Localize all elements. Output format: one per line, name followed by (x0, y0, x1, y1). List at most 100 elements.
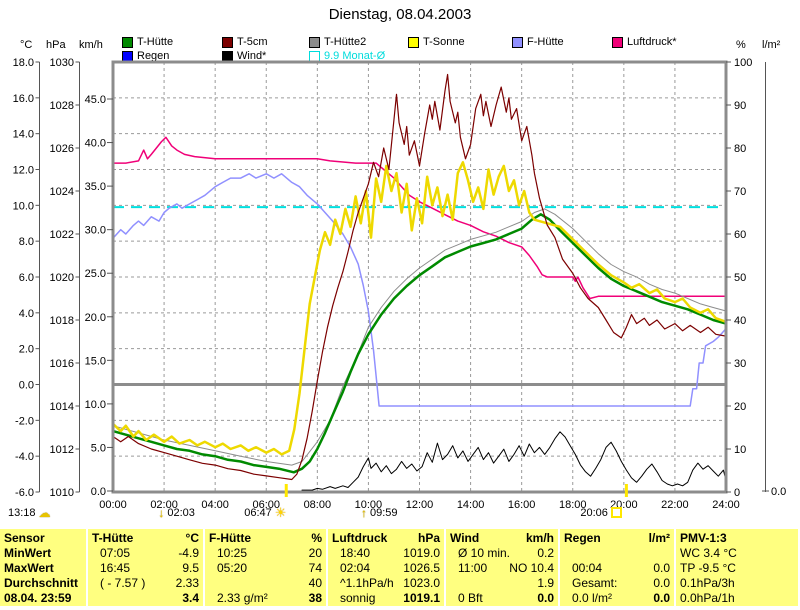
table-data-row: 07:05 -4.9 (92, 545, 199, 560)
table-data-row: 05:20 74 (209, 560, 322, 575)
hpa-tick-label: 1028 (50, 100, 74, 112)
hpa-tick-label: 1024 (50, 186, 74, 198)
table-data-row: 10:25 20 (209, 545, 322, 560)
cell-left: 05:20 (217, 560, 248, 575)
cell-value: NO 10.4 (509, 560, 554, 575)
cell-value: 1019.0 (403, 545, 440, 560)
legend-color-swatch (222, 36, 233, 48)
x-tick-label: 18:00 (559, 499, 587, 511)
table-column-Luftdruck: Luftdruck hPa 18:40 1019.0 02:04 1026.5 ^1.1hP… (328, 529, 444, 606)
table-data-row: 02:04 1026.5 (332, 560, 440, 575)
table-row-label: Durchschnitt (4, 575, 82, 590)
kmh-tick-label: 45.0 (85, 94, 106, 106)
cell-value: 38 (308, 590, 322, 605)
row-label-text: Durchschnitt (4, 575, 79, 590)
event-marker-09:59: ↑ 09:59 (361, 506, 398, 519)
series-Wind (301, 431, 727, 491)
celsius-tick-label: -2.0 (15, 415, 34, 427)
arrow-down-icon: ↓ (158, 505, 165, 520)
table-column-PMV-1:3: PMV-1:3 WC 3.4 °C TP -9.5 °C 0.1hPa/3h 0.0hP… (676, 529, 798, 606)
table-header-row: Wind km/h (450, 530, 554, 545)
hpa-tick-label: 1020 (50, 272, 74, 284)
table-data-row: 3.4 (92, 590, 199, 605)
cell-left: 16:45 (100, 560, 131, 575)
legend-label: T-Sonne (423, 36, 465, 48)
cell-value: 2.33 (175, 575, 199, 590)
arrow-up-icon: ↑ (360, 505, 367, 520)
cell-value: 74 (308, 560, 322, 575)
cell-left: 11:00 (458, 560, 488, 575)
cell-left: 10:25 (217, 545, 248, 560)
table-column-sensor: Sensor MinWert MaxWert Durchschnitt 08.04. 2… (0, 529, 86, 606)
table-row-label: 08.04. 23:59 (4, 590, 82, 605)
column-unit: °C (185, 530, 199, 545)
legend-label: T-Hütte (137, 36, 174, 48)
table-data-row: 16:45 9.5 (92, 560, 199, 575)
cell-value: 40 (308, 575, 322, 590)
cell-left: WC 3.4 °C (680, 545, 737, 560)
kmh-tick-label: 35.0 (85, 181, 106, 193)
hpa-tick-label: 1030 (50, 57, 74, 69)
table-row-label: MinWert (4, 545, 82, 560)
celsius-tick-label: 14.0 (13, 129, 34, 141)
cell-left: 07:05 (100, 545, 131, 560)
percent-tick-label: 70 (734, 186, 746, 198)
event-marker-02:03: ↓ 02:03 (158, 506, 195, 519)
event-marker-time: 09:59 (369, 506, 398, 519)
x-tick-label: 00:00 (99, 499, 127, 511)
sun-icon: ☀ (274, 504, 287, 520)
celsius-tick-label: -6.0 (15, 487, 34, 499)
column-name: T-Hütte (92, 530, 134, 545)
series-T-Hütte2 (112, 208, 727, 466)
cell-left: 18:40 (340, 545, 371, 560)
row-label-text: 08.04. 23:59 (4, 590, 72, 605)
axis-unit-lm2: l/m² (762, 39, 781, 51)
legend-item-F-Hütte: F-Hütte (512, 36, 564, 48)
kmh-tick-label: 20.0 (85, 312, 106, 324)
table-data-row: WC 3.4 °C (680, 545, 794, 560)
percent-tick-label: 40 (734, 315, 746, 327)
kmh-tick-label: 40.0 (85, 138, 106, 150)
x-tick-label: 14:00 (457, 499, 485, 511)
column-unit: km/h (525, 530, 554, 545)
cell-left: Ø 10 min. (458, 545, 511, 560)
event-marker-time: 02:03 (167, 506, 195, 519)
cell-value: 9.5 (182, 560, 199, 575)
table-header-row: T-Hütte °C (92, 530, 199, 545)
table-row-label: Sensor (4, 530, 82, 545)
hpa-tick-label: 1012 (50, 444, 74, 456)
celsius-tick-label: 2.0 (19, 344, 34, 356)
cell-value: 20 (308, 545, 322, 560)
x-tick-label: 06:00 (252, 499, 280, 511)
celsius-tick-label: 18.0 (13, 57, 34, 69)
celsius-tick-label: 16.0 (13, 93, 34, 105)
hpa-tick-label: 1018 (50, 315, 74, 327)
cell-value: 0.0 (653, 575, 670, 590)
table-header-row: F-Hütte% (209, 530, 322, 545)
table-header-row: Regen l/m² (564, 530, 670, 545)
hpa-tick-label: 1016 (50, 358, 74, 370)
column-name: Wind (450, 530, 480, 545)
kmh-tick-label: 30.0 (85, 225, 106, 237)
x-tick-label: 12:00 (406, 499, 434, 511)
percent-tick-label: 50 (734, 272, 746, 284)
celsius-tick-label: -4.0 (15, 451, 34, 463)
axis-unit-celsius: °C (20, 39, 33, 51)
percent-tick-label: 0 (734, 487, 740, 499)
cell-value: 1023.0 (403, 575, 440, 590)
column-unit: l/m² (648, 530, 670, 545)
x-tick-label: 22:00 (661, 499, 689, 511)
x-tick-label: 04:00 (201, 499, 229, 511)
legend-label: Luftdruck* (627, 36, 677, 48)
percent-tick-label: 10 (734, 444, 746, 456)
hpa-tick-label: 1022 (50, 229, 74, 241)
table-data-row: 18:40 1019.0 (332, 545, 440, 560)
cell-left: 0.0 l/m² (572, 590, 613, 605)
table-data-row: ( - 7.57 ) 2.33 (92, 575, 199, 590)
legend-color-swatch (309, 36, 320, 48)
table-data-row: 0.0 l/m² 0.0 (564, 590, 670, 605)
legend-item-T-Hütte: T-Hütte (122, 36, 173, 48)
cell-value: 1019.1 (403, 590, 440, 605)
table-data-row: 00:04 0.0 (564, 560, 670, 575)
